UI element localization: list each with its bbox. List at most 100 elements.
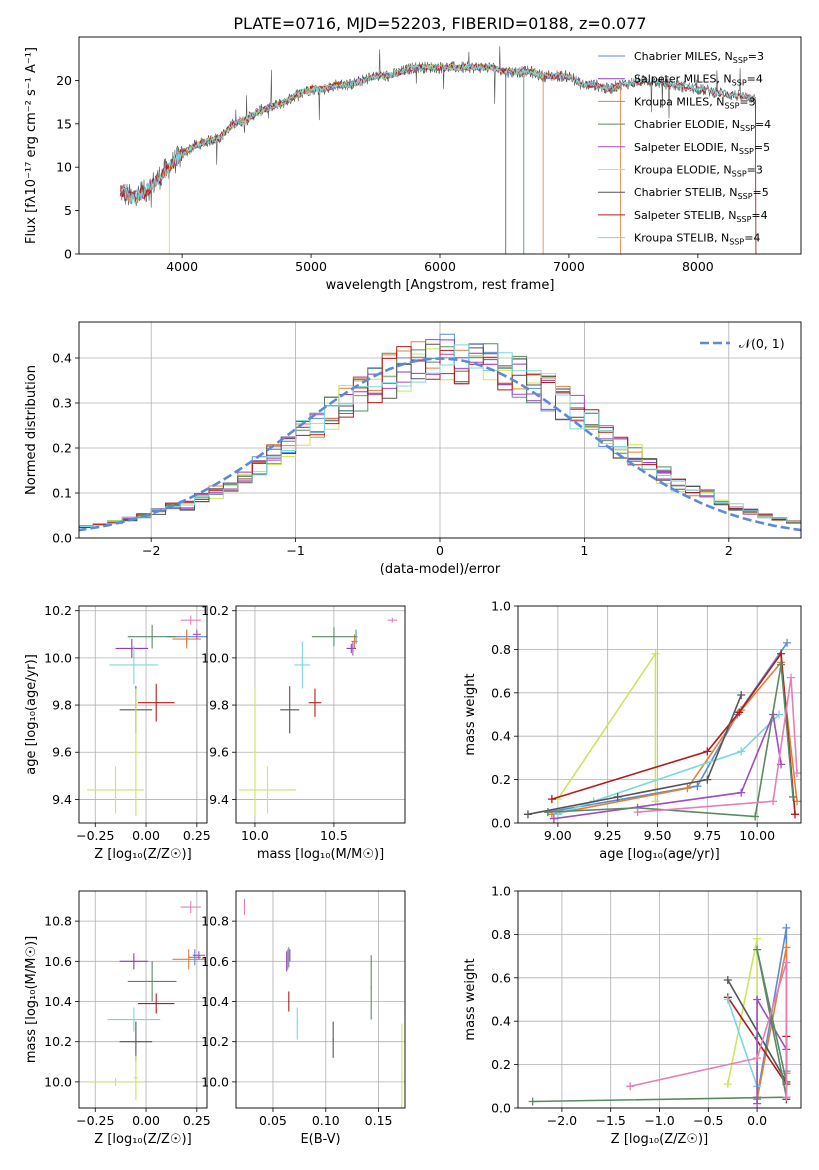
weight_vs_age-marker (703, 775, 712, 784)
mass_vs_ebv-xtick-label: 0.05 (259, 1113, 287, 1128)
mass_vs_z-ytick-label: 10.4 (44, 994, 72, 1009)
residuals-ytick-label: 0.4 (52, 351, 72, 366)
age_vs_z-ylabel: age [log₁₀(age/yr)] (24, 654, 39, 775)
age_vs_mass-frame (235, 605, 406, 824)
age_vs_mass-panel: 10.0 10.5 9.4 9.6 9.8 10.0 10.2 mass [log₁₀(M/M… (201, 603, 406, 862)
weight_vs_age-series-line (637, 677, 798, 813)
age_vs_z-frame (78, 605, 208, 824)
weight_vs_z-marker (753, 995, 762, 1004)
errorbar-point (87, 1077, 145, 1086)
residuals-ytick-label: 0.1 (52, 486, 72, 501)
weight_vs_age-ytick-label: 0.4 (491, 729, 511, 744)
weight_vs_z-marker (782, 943, 791, 952)
weight_vs_z-ytick-label: 0.6 (491, 970, 511, 985)
spectrum-series-line (121, 62, 621, 203)
age_vs_z-panel: −0.25 0.00 0.25 9.4 9.6 9.8 10.0 10.2 Z [log₁₀(Z… (24, 603, 211, 862)
spectrum-series-line (168, 63, 544, 254)
weight_vs_z-marker (723, 1080, 732, 1089)
errorbar-point (387, 617, 398, 623)
spectrum-frame (78, 36, 802, 255)
weight_vs_age-frame (517, 605, 802, 824)
residuals-ytick-label: 0.3 (52, 396, 72, 411)
spectrum-legend-label: Salpeter STELIB, NSSP=4 (634, 209, 768, 224)
spectrum-panel: 4000 5000 6000 7000 8000 0 5 10 15 20 wavelength [… (24, 36, 802, 293)
age_vs_z-xlabel: Z [log₁₀(Z/Z☉)] (94, 847, 191, 862)
spectrum-legend-label: Salpeter ELODIE, NSSP=5 (634, 141, 770, 156)
weight_vs_age-marker (769, 797, 778, 806)
errorbar-point (133, 1055, 138, 1100)
age_vs_z-ytick-label: 9.8 (52, 698, 72, 713)
residuals-xtick-label: 2 (725, 543, 733, 558)
weight_vs_age-marker (693, 782, 702, 791)
weight_vs_age-marker (547, 795, 556, 804)
weight_vs_z-xtick-label: −2.0 (547, 1113, 577, 1128)
weight_vs_age-marker (651, 649, 660, 658)
weight_vs_z-ytick-label: 0.4 (491, 1014, 511, 1029)
residuals-xtick-label: 0 (436, 543, 444, 558)
errorbar-point (180, 901, 201, 914)
mass_vs_ebv-xtick-label: 0.15 (365, 1113, 393, 1128)
weight_vs_age-marker (793, 769, 801, 778)
errorbar-point (172, 949, 205, 970)
weight_vs_age-marker (751, 812, 760, 821)
weight_vs_z-series-line (630, 962, 788, 1098)
weight_vs_z-marker (753, 934, 762, 943)
weight_vs_z-marker (723, 975, 732, 984)
mass_vs_z-panel: −0.25 0.00 0.25 10.0 10.2 10.4 10.6 10.8 Z [log₁… (24, 890, 211, 1147)
weight_vs_age-series-line (557, 713, 780, 816)
residuals-frame (78, 321, 802, 539)
errorbar-point (370, 955, 372, 1020)
errorbar-point (253, 688, 257, 816)
gaussian-curve (79, 357, 801, 532)
weight_vs_age-marker (777, 649, 786, 658)
age_vs_z-xtick-label: 0.00 (132, 828, 160, 843)
errorbar-point (288, 991, 290, 1012)
weight_vs_z-series-line (532, 949, 788, 1103)
spectrum-ytick-label: 5 (64, 203, 72, 218)
spectrum-series-line (121, 62, 621, 204)
mass_vs_ebv-xlabel: E(B-V) (300, 1132, 340, 1147)
spectrum-xtick-label: 6000 (424, 259, 456, 274)
weight_vs_age-marker (737, 690, 746, 699)
age_vs_z-ytick-label: 10.2 (44, 603, 72, 618)
age_vs_z-ytick-label: 9.4 (52, 792, 72, 807)
mass_vs_ebv-ytick-label: 10.2 (201, 1034, 229, 1049)
errorbar-point (115, 639, 149, 658)
errorbar-point (280, 686, 300, 734)
weight_vs_age-xtick-label: 9.00 (544, 828, 572, 843)
weight_vs_z-ylabel: mass weight (463, 958, 478, 1040)
age_vs_z-xtick-label: 0.25 (183, 828, 211, 843)
residual-histogram-krou_stelib (79, 344, 801, 529)
mass_vs_z-ytick-label: 10.0 (44, 1074, 72, 1089)
spectrum-ylabel: Flux [fλ10⁻¹⁷ erg cm⁻² s⁻¹ A⁻¹] (24, 47, 39, 244)
spectrum-series-line (119, 63, 757, 254)
age_vs_mass-xtick-label: 10.5 (320, 828, 348, 843)
errorbar-point (296, 1007, 298, 1040)
spectrum-ytick-label: 20 (56, 73, 72, 88)
errorbar-point (308, 688, 322, 717)
errorbar-point (192, 951, 205, 960)
spectrum-legend-label: Kroupa ELODIE, NSSP=3 (634, 164, 763, 179)
spectrum-xlabel: wavelength [Angstrom, rest frame] (326, 278, 555, 293)
errorbar-point (294, 641, 311, 689)
weight_vs_z-marker (782, 1093, 791, 1102)
age_vs_mass-ytick-label: 9.6 (209, 745, 229, 760)
errorbar-point (289, 949, 291, 962)
age_vs_z-xtick-label: −0.25 (76, 828, 114, 843)
mass_vs_z-xtick-label: −0.25 (76, 1113, 114, 1128)
mass_vs_z-ytick-label: 10.6 (44, 954, 72, 969)
weight_vs_age-ytick-label: 0.0 (491, 816, 511, 831)
mass_vs_z-plot-area (79, 891, 207, 1108)
age_vs_mass-plot-area (236, 606, 405, 823)
spectrum-legend-label: Chabrier STELIB, NSSP=5 (634, 186, 769, 201)
gaussian-legend-label: 𝒩(0, 1) (739, 336, 785, 351)
spectrum-legend-label: Chabrier MILES, NSSP=3 (634, 50, 764, 65)
errorbar-point (351, 641, 355, 656)
spectrum-ytick-label: 15 (56, 116, 72, 131)
weight_vs_age-marker (787, 673, 796, 682)
weight_vs_z-marker (723, 995, 732, 1004)
age_vs_z-ytick-label: 9.6 (52, 745, 72, 760)
mass_vs_z-ylabel: mass [log₁₀(M/M☉)] (24, 936, 39, 1063)
errorbar-point (109, 646, 159, 684)
